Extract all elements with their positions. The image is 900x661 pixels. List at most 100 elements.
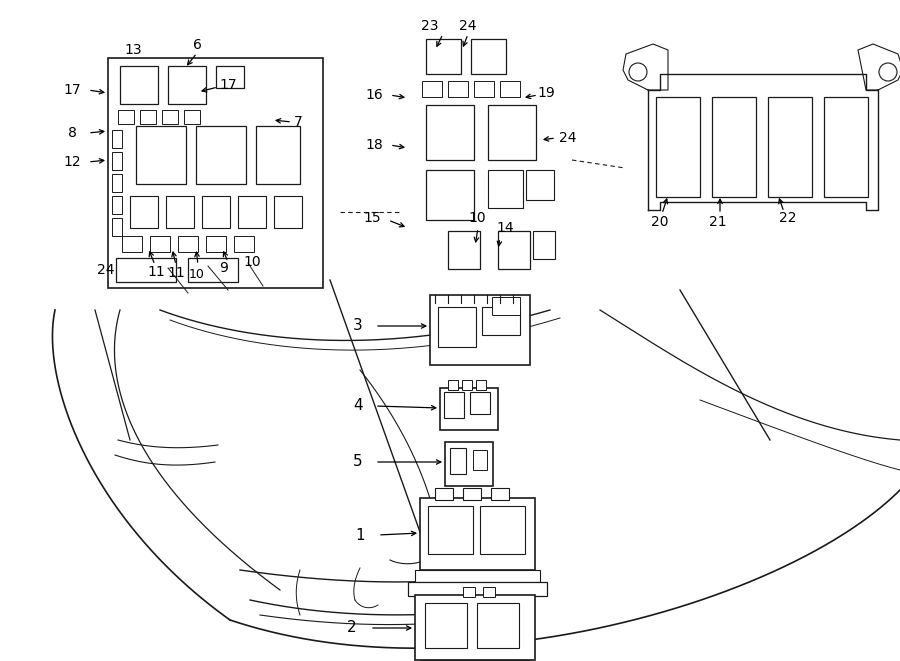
Text: 14: 14 [496, 221, 514, 235]
Bar [122, 236, 142, 252]
Bar [112, 152, 122, 170]
Text: 23: 23 [421, 19, 439, 33]
Bar [444, 392, 464, 418]
Text: 11: 11 [147, 265, 165, 279]
Text: 24: 24 [559, 131, 577, 145]
Bar [112, 218, 122, 236]
Text: 8: 8 [68, 126, 76, 140]
Bar [474, 81, 494, 97]
Bar [712, 97, 756, 197]
Bar [166, 196, 194, 228]
Bar [483, 587, 495, 597]
Bar [216, 66, 244, 88]
Bar [425, 603, 467, 648]
Text: 10: 10 [189, 268, 205, 280]
Bar [450, 448, 466, 474]
Bar [445, 442, 493, 486]
Text: 6: 6 [193, 38, 202, 52]
Bar [463, 488, 481, 500]
Bar [112, 174, 122, 192]
Bar [768, 97, 812, 197]
Bar [140, 110, 156, 124]
Bar [112, 130, 122, 148]
Text: 2: 2 [347, 621, 356, 635]
Bar [476, 380, 486, 390]
Bar [462, 380, 472, 390]
Text: 16: 16 [365, 88, 382, 102]
Bar [256, 126, 300, 184]
Bar [415, 595, 535, 660]
Bar [470, 392, 490, 414]
Bar [533, 231, 555, 259]
Bar [415, 570, 540, 582]
Bar [112, 196, 122, 214]
Bar [234, 236, 254, 252]
Bar [116, 258, 176, 282]
Bar [473, 450, 487, 470]
Bar [440, 388, 498, 430]
Bar [108, 58, 323, 288]
Bar [274, 196, 302, 228]
Bar [136, 126, 186, 184]
Text: 17: 17 [63, 83, 81, 97]
Text: 17: 17 [220, 78, 237, 92]
Text: 15: 15 [364, 211, 381, 225]
Text: 9: 9 [220, 261, 229, 275]
Bar [188, 258, 238, 282]
Bar [448, 231, 480, 269]
Bar [184, 110, 200, 124]
Bar [656, 97, 700, 197]
Bar [448, 81, 468, 97]
Bar [500, 81, 520, 97]
Text: 18: 18 [365, 138, 382, 152]
Text: 22: 22 [779, 211, 796, 225]
Bar [206, 236, 226, 252]
Bar [491, 488, 509, 500]
Bar [426, 170, 474, 220]
Bar [480, 506, 525, 554]
Bar [408, 582, 547, 596]
Bar [238, 196, 266, 228]
Text: 24: 24 [459, 19, 477, 33]
Bar [488, 170, 523, 208]
Bar [492, 297, 520, 315]
Bar [178, 236, 198, 252]
Bar [428, 506, 473, 554]
Bar [130, 196, 158, 228]
Bar [196, 126, 246, 184]
Bar [488, 105, 536, 160]
Bar [118, 110, 134, 124]
Bar [498, 231, 530, 269]
Bar [426, 105, 474, 160]
Text: 10: 10 [243, 255, 261, 269]
Text: 24: 24 [97, 263, 115, 277]
Bar [471, 39, 506, 74]
Bar [150, 236, 170, 252]
Bar [482, 307, 520, 335]
Bar [422, 81, 442, 97]
Bar [435, 488, 453, 500]
Text: 7: 7 [293, 115, 302, 129]
Bar [168, 66, 206, 104]
Bar [824, 97, 868, 197]
Bar [426, 39, 461, 74]
Bar [202, 196, 230, 228]
Bar [448, 380, 458, 390]
Text: 5: 5 [353, 455, 363, 469]
Bar [526, 170, 554, 200]
Text: 4: 4 [353, 399, 363, 414]
Text: 12: 12 [63, 155, 81, 169]
Text: 10: 10 [468, 211, 486, 225]
Text: 21: 21 [709, 215, 727, 229]
Bar [438, 307, 476, 347]
Bar [463, 587, 475, 597]
Bar [120, 66, 158, 104]
Bar [430, 295, 530, 365]
Bar [162, 110, 178, 124]
Bar [477, 603, 519, 648]
Bar [420, 660, 530, 661]
Bar [420, 498, 535, 570]
Text: 11: 11 [167, 266, 184, 280]
Text: 3: 3 [353, 319, 363, 334]
Text: 19: 19 [537, 86, 555, 100]
